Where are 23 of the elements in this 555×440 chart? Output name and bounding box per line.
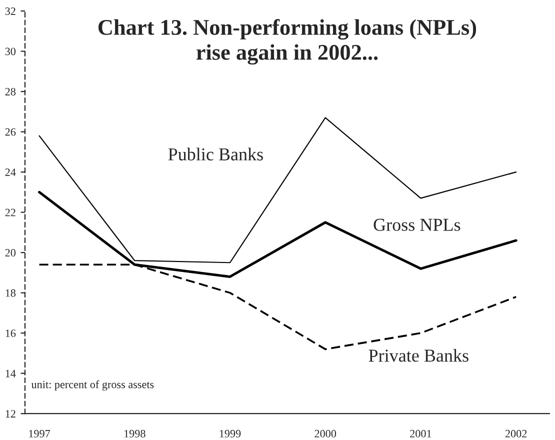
series-label: Gross NPLs (374, 218, 460, 231)
x-tick-label: 1999 (220, 430, 241, 438)
series-label: Public Banks (168, 148, 263, 160)
text: Chart 13. Non-performing loans (NPLs) rise again in 2002... (98, 19, 476, 65)
y-tick-label: 24 (5, 168, 16, 176)
y-tick-label: 26 (5, 128, 16, 136)
x-tick-label: 2001 (410, 430, 432, 438)
y-tick-label: 30 (5, 48, 16, 56)
x-tick-label: 2002 (505, 430, 527, 438)
line-series (38, 117, 517, 264)
y-tick-label: 14 (6, 370, 16, 378)
y-tick-label: 16 (6, 330, 16, 338)
x-tick-label: 2000 (314, 430, 336, 438)
y-tick-label: 28 (5, 88, 16, 96)
x-tick-label: 1998 (124, 430, 146, 438)
annotation: unit: percent of gross assets (31, 380, 154, 391)
y-tick-label: 12 (6, 410, 16, 418)
y-tick-label: 18 (6, 289, 16, 297)
y-tick-label: 22 (5, 208, 16, 216)
y-tick-label: 20 (5, 249, 16, 257)
series-label: Private Banks (368, 349, 468, 362)
x-tick-label: 1997 (29, 430, 50, 438)
y-tick-label: 32 (5, 7, 16, 15)
